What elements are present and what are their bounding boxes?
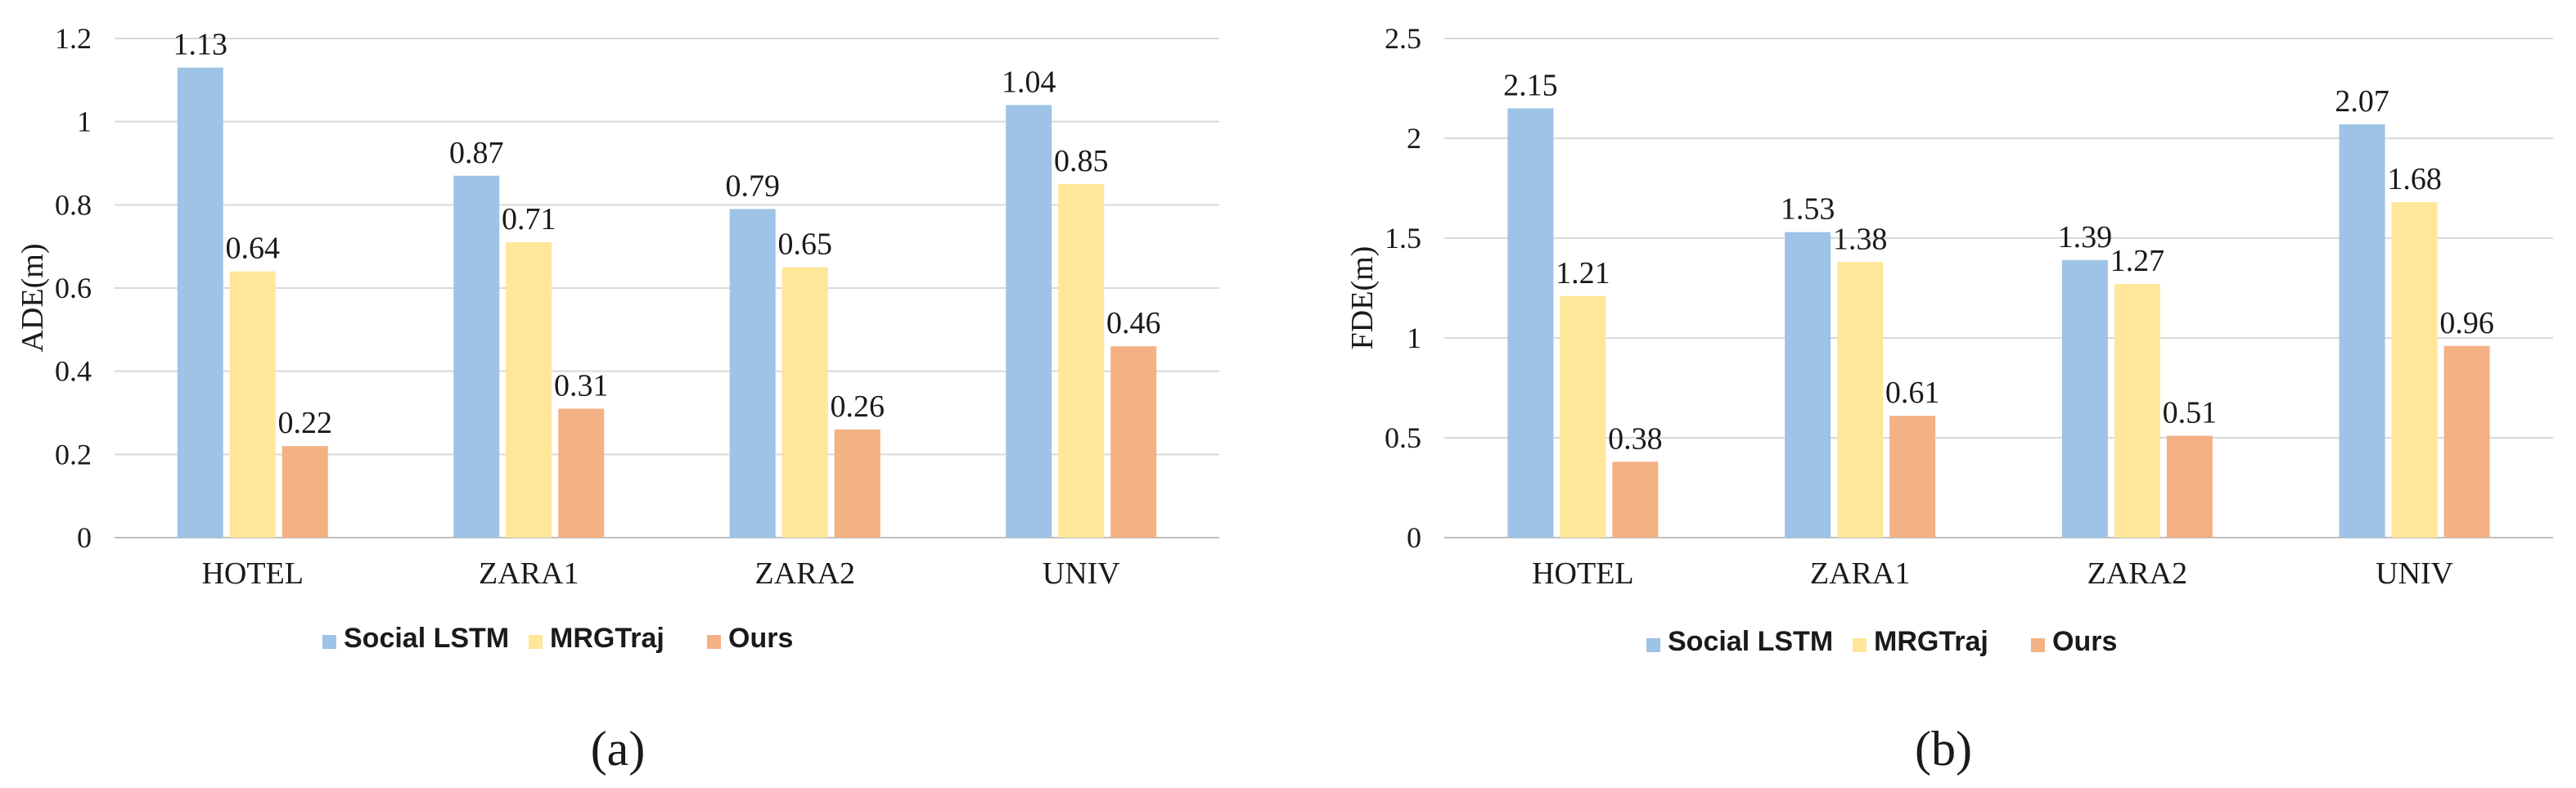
- data-label: 0.96: [2439, 306, 2494, 340]
- x-category-label: HOTEL: [1532, 556, 1634, 591]
- bar-mrgtraj: [2114, 284, 2160, 538]
- data-label: 1.68: [2387, 162, 2442, 196]
- y-tick-label: 0.6: [55, 272, 92, 304]
- bar-mrgtraj: [1560, 295, 1606, 538]
- x-category-label: UNIV: [2376, 556, 2454, 591]
- data-label: 1.04: [1002, 65, 1056, 99]
- bar-ours: [281, 446, 328, 538]
- data-label: 0.51: [2163, 396, 2218, 430]
- legend-swatch-mrgtraj: [1853, 638, 1867, 652]
- chart-panel-a: 0 0.2 0.4 0.6 0.8 1 1.2 ADE(m) 1.13 0.64 0.22 HOTEL…: [16, 22, 1219, 776]
- data-label: 1.13: [173, 28, 228, 62]
- bar-ours: [1110, 346, 1157, 538]
- legend-label: MRGTraj: [1874, 626, 1988, 657]
- bar-ours: [1612, 462, 1659, 538]
- legend-swatch-social-lstm: [322, 635, 336, 649]
- bar-social-lstm: [1785, 232, 1831, 538]
- data-label: 0.79: [726, 169, 781, 203]
- legend-swatch-social-lstm: [1646, 638, 1660, 652]
- data-label: 1.53: [1781, 192, 1835, 227]
- y-tick-label: 0.2: [55, 438, 92, 471]
- data-label: 2.07: [2335, 84, 2389, 119]
- bar-mrgtraj: [506, 242, 552, 538]
- y-axis-title: FDE(m): [1345, 246, 1380, 350]
- bar-social-lstm: [1006, 105, 1052, 538]
- panel-label: (b): [1915, 722, 1972, 776]
- y-tick-label: 1.2: [55, 22, 92, 55]
- data-label: 0.85: [1054, 144, 1109, 178]
- bar-social-lstm: [177, 67, 223, 538]
- data-label: 0.31: [554, 368, 609, 403]
- bar-ours: [2166, 435, 2213, 538]
- y-tick-label: 1: [1407, 322, 1421, 354]
- data-label: 0.61: [1885, 376, 1940, 410]
- y-tick-label: 0.8: [55, 188, 92, 221]
- panel-label: (a): [591, 722, 646, 776]
- x-category-label: ZARA1: [1810, 556, 1910, 591]
- data-label: 0.22: [278, 406, 333, 440]
- x-category-label: ZARA2: [755, 556, 855, 591]
- y-tick-label: 2.5: [1385, 22, 1421, 55]
- x-category-label: UNIV: [1043, 556, 1121, 591]
- x-category-label: HOTEL: [201, 556, 304, 591]
- legend-swatch-ours: [2031, 638, 2045, 652]
- y-tick-label: 0: [1407, 521, 1421, 554]
- legend-label: Ours: [2052, 626, 2117, 657]
- data-label: 1.39: [2058, 220, 2113, 254]
- y-tick-label: 2: [1407, 122, 1421, 155]
- x-category-label: ZARA1: [479, 556, 579, 591]
- bar-social-lstm: [2061, 259, 2108, 538]
- data-label: 0.26: [831, 389, 885, 424]
- legend-label: Ours: [728, 623, 793, 654]
- data-label: 0.65: [778, 227, 833, 262]
- bar-social-lstm: [729, 209, 776, 538]
- data-label: 0.64: [226, 232, 281, 266]
- data-label: 0.46: [1106, 306, 1161, 340]
- legend-swatch-mrgtraj: [529, 635, 543, 649]
- bar-social-lstm: [2339, 124, 2385, 538]
- bar-social-lstm: [1507, 108, 1554, 538]
- legend-label: MRGTraj: [550, 623, 664, 654]
- bar-mrgtraj: [1058, 183, 1105, 538]
- y-tick-label: 0.5: [1385, 421, 1421, 454]
- y-tick-label: 0.4: [55, 355, 92, 388]
- data-label: 0.38: [1608, 421, 1663, 456]
- bar-mrgtraj: [2391, 202, 2438, 538]
- bar-mrgtraj: [229, 271, 276, 538]
- chart-panel-b: 00.511.522.5FDE(m)2.151.210.38HOTEL1.531…: [1345, 22, 2553, 776]
- y-tick-label: 1: [77, 106, 92, 138]
- bar-ours: [1889, 416, 1936, 538]
- data-label: 1.21: [1556, 256, 1610, 290]
- bar-ours: [558, 408, 605, 538]
- legend-label: Social LSTM: [344, 623, 509, 654]
- data-label: 1.38: [1833, 222, 1888, 256]
- data-label: 0.71: [502, 202, 556, 236]
- bar-ours: [2443, 345, 2490, 538]
- data-label: 1.27: [2110, 244, 2165, 278]
- bar-mrgtraj: [781, 267, 828, 538]
- y-tick-label: 0: [77, 521, 92, 554]
- y-tick-label: 1.5: [1385, 222, 1421, 254]
- y-axis-title: ADE(m): [16, 244, 50, 353]
- data-label: 0.87: [449, 136, 504, 170]
- x-category-label: ZARA2: [2087, 556, 2187, 591]
- legend-swatch-ours: [707, 635, 721, 649]
- data-label: 2.15: [1503, 68, 1558, 102]
- legend-label: Social LSTM: [1668, 626, 1833, 657]
- bar-social-lstm: [453, 175, 500, 538]
- bar-mrgtraj: [1837, 262, 1884, 538]
- bar-ours: [834, 429, 880, 538]
